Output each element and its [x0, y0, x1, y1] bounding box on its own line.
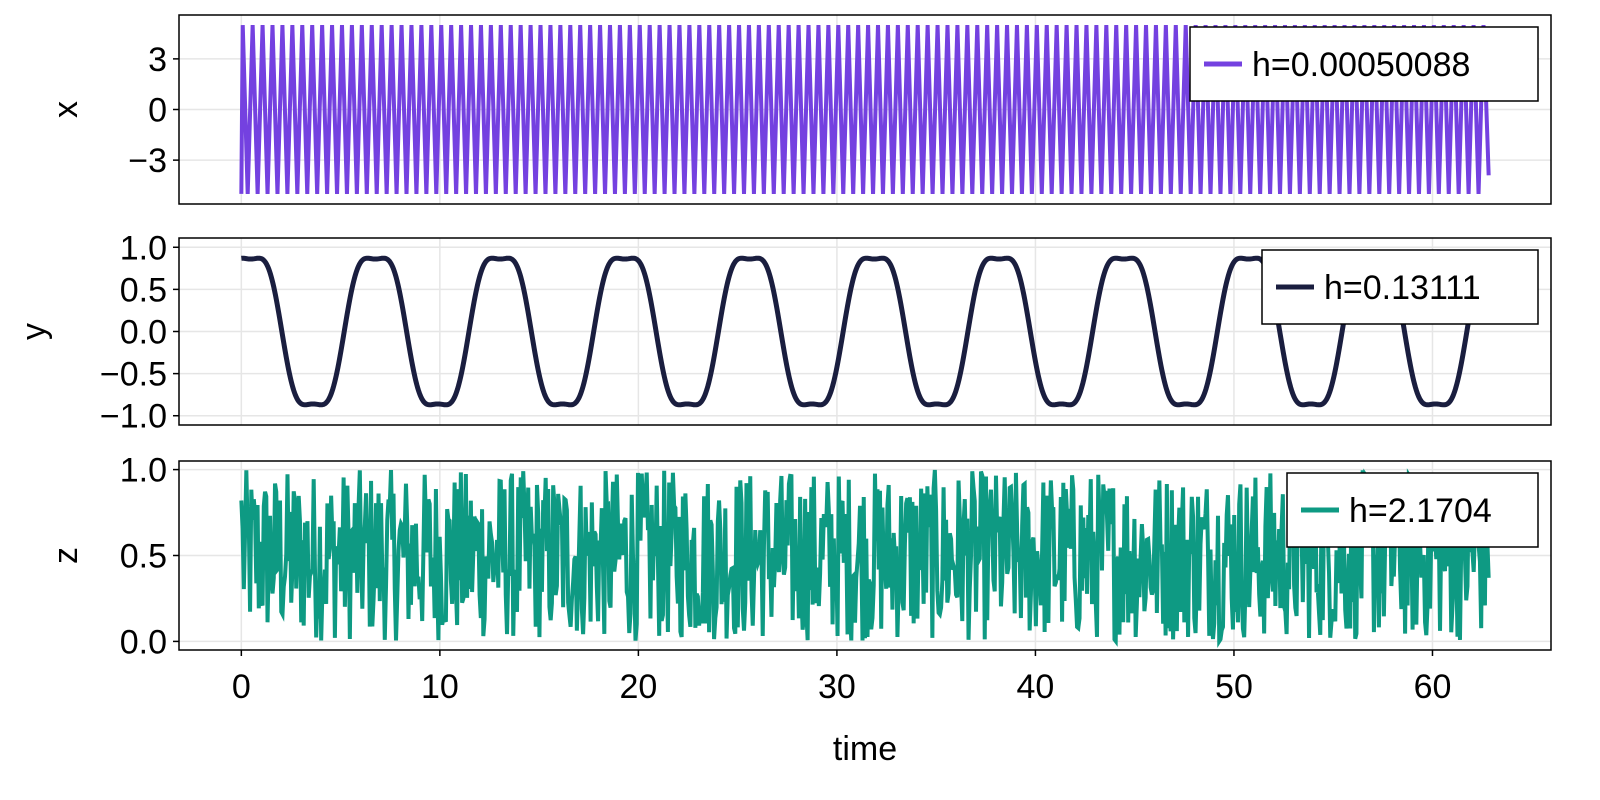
y-tick-label: −1.0: [100, 398, 167, 436]
y-tick-label: −3: [128, 142, 167, 180]
y-axis-label: y: [15, 323, 53, 340]
panel-z: 0.0 0.5 1.0 z h=2.1704 0 10 20 30 40 50 60: [47, 452, 1552, 706]
series-line: [239, 25, 1491, 194]
y-tick-label: 1.0: [120, 452, 167, 490]
x-tick-label: 50: [1215, 668, 1253, 706]
x-tick-label: 60: [1414, 668, 1452, 706]
y-axis-label: z: [47, 547, 85, 564]
y-tick-label: 3: [148, 41, 167, 79]
y-tick-label: 0: [148, 92, 167, 130]
x-tick-label: 40: [1017, 668, 1055, 706]
x-tick-label: 0: [232, 668, 251, 706]
series-line: [241, 255, 1490, 408]
y-axis-label: x: [47, 101, 85, 118]
legend: h=2.1704: [1286, 472, 1539, 548]
series-line: [239, 468, 1491, 649]
legend: h=0.13111: [1261, 249, 1539, 325]
panel-x: −3 0 3 x h=0.00050088: [47, 14, 1552, 205]
y-tick-label: 0.0: [120, 623, 167, 661]
y-tick-label: 1.0: [120, 229, 167, 267]
x-tick-label: 30: [818, 668, 856, 706]
y-tick-label: 0.0: [120, 314, 167, 352]
y-tick-label: 0.5: [120, 271, 167, 309]
legend-box: [1189, 26, 1539, 102]
panel-y: −1.0 −0.5 0.0 0.5 1.0 y h=0.13111: [15, 229, 1552, 436]
legend-entry: h=0.00050088: [1252, 46, 1470, 84]
y-tick-label: 0.5: [120, 538, 167, 576]
legend-entry: h=2.1704: [1349, 492, 1492, 530]
x-axis-label: time: [833, 730, 897, 768]
x-tick-label: 10: [421, 668, 459, 706]
legend-entry: h=0.13111: [1324, 269, 1481, 307]
legend: h=0.00050088: [1189, 26, 1539, 102]
x-tick-label: 20: [619, 668, 657, 706]
y-tick-label: −0.5: [100, 356, 167, 394]
